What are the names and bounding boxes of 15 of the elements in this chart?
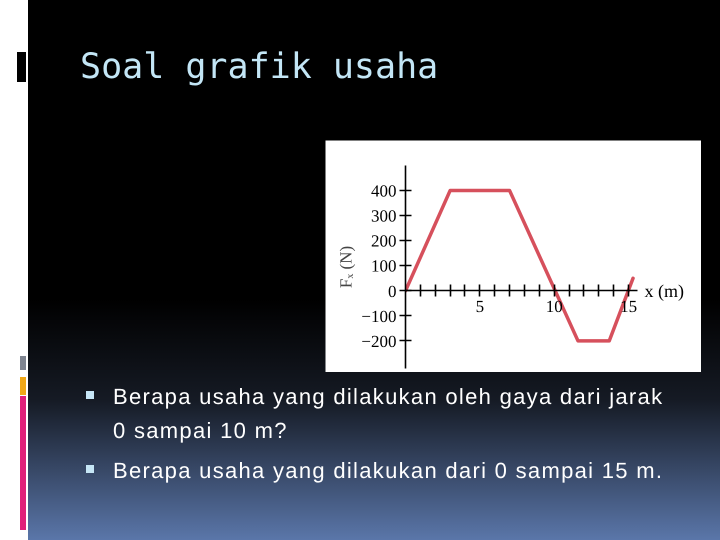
x-axis-title: x (m)	[644, 280, 684, 301]
x-tick-label: 10	[546, 296, 563, 316]
y-tick-label: 0	[388, 282, 396, 301]
x-tick-label: 5	[476, 296, 484, 316]
y-tick-label: 100	[371, 256, 396, 276]
y-tick-label: 200	[371, 232, 396, 251]
y-tick-label: −100	[361, 306, 397, 326]
line-series	[406, 188, 635, 343]
y-tick-label: 300	[371, 206, 396, 226]
chart-title: Soal grafik usaha	[79, 46, 438, 87]
y-tick-label: 400	[371, 182, 396, 201]
text: Berapa usaha yang dilakukan oleh gaya dari jarak 0 sampai 10 m?	[113, 383, 664, 445]
y-axis-title: Fₓ (N)	[336, 246, 356, 288]
y-tick-label: −200	[361, 332, 397, 351]
text: Berapa usaha yang dilakukan dari 0 sampai 15 m.	[113, 457, 664, 485]
